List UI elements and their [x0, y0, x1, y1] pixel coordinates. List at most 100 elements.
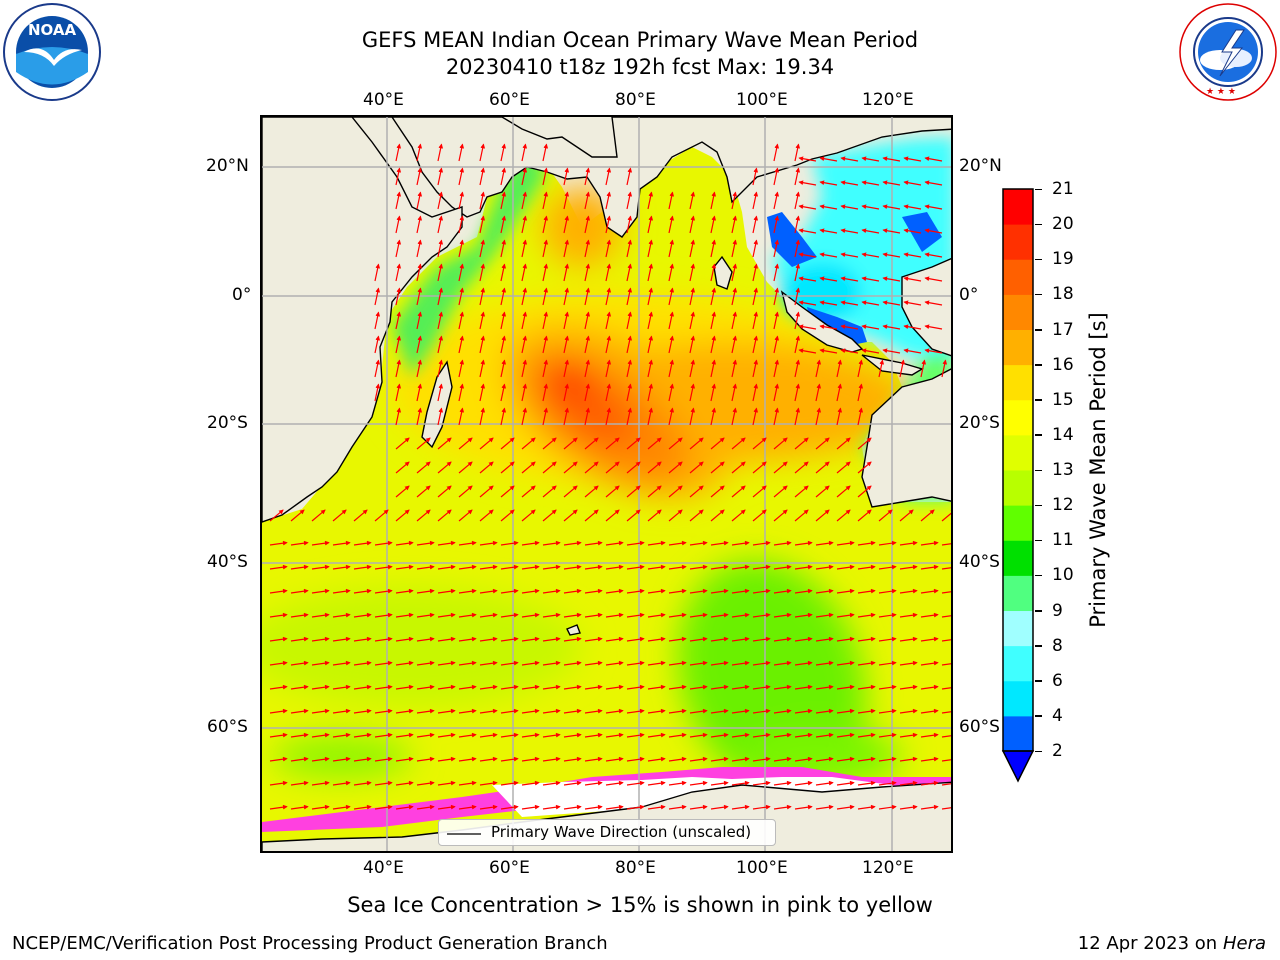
wave-arrow	[857, 588, 876, 594]
colorbar-tick-mark	[1035, 715, 1042, 717]
colorbar-cell	[1003, 224, 1033, 260]
wave-arrow	[437, 780, 456, 786]
wave-arrow	[584, 684, 603, 690]
wave-arrow	[416, 191, 423, 210]
wave-arrow	[332, 732, 351, 738]
wave-arrow	[878, 756, 897, 762]
wave-arrow	[731, 215, 738, 234]
wave-arrow	[920, 756, 939, 762]
wave-arrow	[458, 167, 465, 186]
wave-arrow	[584, 540, 603, 546]
wave-arrow	[899, 612, 918, 618]
wave-arrow	[584, 660, 603, 666]
wave-arrow	[605, 612, 624, 618]
wave-arrow	[500, 708, 519, 714]
wave-arrow	[819, 228, 838, 234]
wave-arrow	[416, 804, 435, 810]
wave-arrow	[878, 660, 897, 666]
wave-arrow	[416, 540, 435, 546]
colorbar-tick: 14	[1052, 424, 1074, 445]
wave-arrow	[794, 335, 801, 354]
wave-arrow	[479, 708, 498, 714]
wave-arrow	[861, 204, 880, 210]
wave-arrow	[479, 485, 494, 498]
wave-arrow	[605, 732, 624, 738]
madagascar	[421, 360, 453, 449]
wave-arrow	[416, 612, 435, 618]
wave-arrow	[924, 156, 943, 162]
wave-arrow	[773, 684, 792, 690]
colorbar-tick-mark	[1035, 434, 1042, 436]
wave-arrow	[752, 437, 767, 450]
wave-arrow	[882, 252, 901, 258]
wave-arrow	[500, 239, 507, 258]
wave-arrow	[794, 612, 813, 618]
right-lat-tick: 20°S	[959, 413, 1000, 433]
wave-arrow	[668, 660, 687, 666]
wave-arrow	[374, 636, 393, 642]
wave-arrow	[773, 335, 780, 354]
wave-arrow	[500, 263, 507, 282]
wave-arrow	[563, 804, 582, 810]
wave-arrow	[626, 461, 641, 474]
wave-arrow	[374, 311, 381, 330]
wave-arrow	[395, 407, 402, 426]
wave-arrow	[773, 540, 792, 546]
wave-arrow	[752, 287, 759, 306]
wave-arrow	[752, 708, 771, 714]
wave-arrow	[500, 437, 515, 450]
wave-arrow	[269, 780, 288, 786]
wave-arrow	[941, 759, 951, 762]
wave-arrow	[479, 804, 498, 810]
wave-arrow	[458, 383, 465, 402]
wave-arrow	[605, 239, 612, 258]
wave-arrow	[798, 276, 817, 282]
wave-arrow	[689, 311, 696, 330]
wave-arrow	[374, 359, 381, 378]
wave-arrow	[479, 780, 498, 786]
wave-arrow	[458, 461, 473, 474]
legend-line-swatch	[447, 833, 481, 835]
colorbar-cell	[1003, 189, 1033, 225]
left-lat-tick: 20°N	[206, 156, 249, 176]
wave-arrow	[269, 708, 288, 714]
wave-arrow	[815, 407, 822, 426]
wave-arrow	[500, 215, 507, 234]
wave-arrow	[836, 509, 851, 522]
colorbar-bar	[1001, 188, 1035, 783]
wave-arrow	[458, 756, 477, 762]
wave-arrow	[626, 239, 633, 258]
wave-arrow	[903, 156, 922, 162]
wave-arrow	[647, 540, 666, 546]
wave-arrow	[563, 437, 578, 450]
wave-arrow	[899, 540, 918, 546]
map-panel	[260, 115, 953, 853]
wave-arrow	[437, 215, 444, 234]
wave-arrow	[332, 636, 351, 642]
wave-arrow	[689, 708, 708, 714]
wave-arrow	[458, 437, 473, 450]
wave-arrow	[647, 359, 654, 378]
wave-arrow	[773, 612, 792, 618]
wave-arrow	[416, 485, 431, 498]
wave-arrow	[563, 191, 570, 210]
wave-arrow	[458, 311, 465, 330]
wave-arrow	[353, 780, 372, 786]
wave-arrow	[647, 437, 662, 450]
wave-arrow	[521, 407, 528, 426]
wave-arrow	[416, 335, 423, 354]
colorbar-cell	[1003, 540, 1033, 576]
wave-arrow	[479, 263, 486, 282]
wave-arrow	[500, 509, 515, 522]
wave-arrow	[731, 588, 750, 594]
wave-arrow	[857, 612, 876, 618]
wave-arrow	[290, 636, 309, 642]
wave-arrow	[731, 359, 738, 378]
wave-arrow	[521, 239, 528, 258]
colorbar-under-triangle	[1001, 750, 1035, 783]
wave-arrow	[836, 660, 855, 666]
wave-arrow	[710, 335, 717, 354]
wave-arrow	[500, 612, 519, 618]
wave-arrow	[647, 708, 666, 714]
wave-arrow	[941, 783, 951, 786]
